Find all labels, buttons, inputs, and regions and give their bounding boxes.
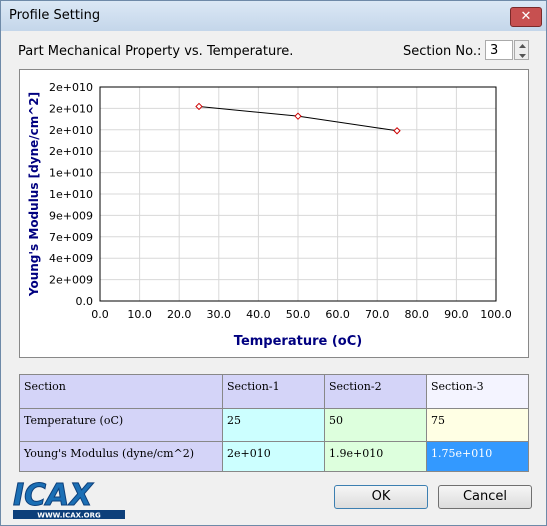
data-point xyxy=(294,112,302,120)
table-row: Young's Modulus (dyne/cm^2) 2e+010 1.9e+01… xyxy=(19,441,529,472)
y-axis-label: Young's Modulus [dyne/cm^2] xyxy=(27,92,41,297)
table-cell: Section-2 xyxy=(324,374,427,409)
close-button[interactable]: ✕ xyxy=(510,7,542,27)
table-row: Temperature (oC) 25 50 75 xyxy=(19,408,529,442)
table-cell[interactable]: 1.9e+010 xyxy=(324,441,427,472)
y-tick-label: 2e+010 xyxy=(49,81,93,94)
window-title: Profile Setting xyxy=(9,8,101,23)
plot-border xyxy=(99,86,497,302)
table-cell: Section-1 xyxy=(222,374,325,409)
section-input[interactable]: 3 xyxy=(485,40,513,60)
y-tick-label: 1e+010 xyxy=(49,167,93,180)
table-row: Section Section-1 Section-2 Section-3 xyxy=(19,374,529,409)
heading: Part Mechanical Property vs. Temperature… xyxy=(18,44,294,59)
y-tick-label: 9e+009 xyxy=(49,209,93,222)
x-tick-label: 70.0 xyxy=(365,308,390,321)
x-tick-label: 20.0 xyxy=(167,308,192,321)
logo: ICAX WWW.ICAX.ORG xyxy=(13,479,125,520)
chart: 0.0 2e+009 4e+009 7e+009 9e+009 1e+010 1e+010 2… xyxy=(27,81,512,349)
logo-url: WWW.ICAX.ORG xyxy=(37,512,101,520)
table-cell[interactable]: 75 xyxy=(426,408,529,442)
property-table: Section Section-1 Section-2 Section-3 Temper… xyxy=(19,374,529,472)
spinner[interactable] xyxy=(514,40,529,60)
y-tick-label: 2e+010 xyxy=(49,145,93,158)
y-tick-label: 2e+009 xyxy=(49,274,93,287)
x-axis-label: Temperature (oC) xyxy=(234,334,362,349)
y-tick-label: 2e+010 xyxy=(49,102,93,115)
section-label: Section No.: xyxy=(403,44,482,59)
x-tick-label: 80.0 xyxy=(405,308,430,321)
x-tick-label: 90.0 xyxy=(444,308,469,321)
y-tick-label: 0.0 xyxy=(76,295,94,308)
ok-button[interactable]: OK xyxy=(334,485,428,509)
chart-frame: 0.0 2e+009 4e+009 7e+009 9e+009 1e+010 1e+010 2… xyxy=(19,69,529,358)
x-tick-label: 40.0 xyxy=(246,308,271,321)
x-tick-label: 0.0 xyxy=(91,308,109,321)
table-cell: Section xyxy=(19,374,223,409)
y-tick-label: 7e+009 xyxy=(49,231,93,244)
x-tick-label: 100.0 xyxy=(480,308,512,321)
cancel-button[interactable]: Cancel xyxy=(438,485,532,509)
table-cell[interactable]: 1.75e+010 xyxy=(426,441,529,472)
table-cell: Section-3 xyxy=(426,374,529,409)
logo-text: ICAX xyxy=(13,479,94,513)
table-cell[interactable]: 50 xyxy=(324,408,427,442)
data-point xyxy=(393,127,401,135)
y-tick-label: 2e+010 xyxy=(49,124,93,137)
y-tick-label: 1e+010 xyxy=(49,188,93,201)
x-tick-label: 60.0 xyxy=(325,308,350,321)
x-tick-label: 10.0 xyxy=(127,308,152,321)
table-cell: Temperature (oC) xyxy=(19,408,223,442)
x-tick-label: 50.0 xyxy=(286,308,311,321)
y-tick-label: 4e+009 xyxy=(49,252,93,265)
table-cell[interactable]: 25 xyxy=(222,408,325,442)
table-cell[interactable]: 2e+010 xyxy=(222,441,325,472)
x-tick-label: 30.0 xyxy=(207,308,232,321)
table-cell: Young's Modulus (dyne/cm^2) xyxy=(19,441,223,472)
data-point xyxy=(195,102,203,111)
